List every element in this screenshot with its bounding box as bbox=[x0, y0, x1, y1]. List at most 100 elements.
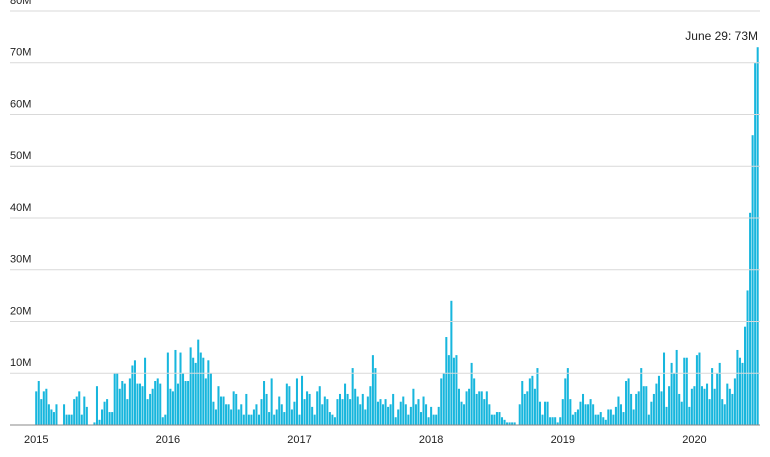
bar bbox=[154, 381, 157, 425]
bar bbox=[432, 414, 435, 425]
bar bbox=[45, 388, 48, 425]
bar bbox=[80, 414, 83, 425]
bar bbox=[718, 362, 721, 425]
bar bbox=[744, 326, 747, 425]
bar bbox=[245, 393, 248, 425]
bar bbox=[149, 393, 152, 425]
bar bbox=[146, 399, 149, 425]
x-tick-label: 2019 bbox=[551, 434, 575, 446]
bar bbox=[690, 388, 693, 425]
bar bbox=[460, 401, 463, 425]
bar bbox=[693, 386, 696, 425]
bar bbox=[101, 409, 104, 425]
bar bbox=[93, 422, 96, 425]
bar bbox=[144, 357, 147, 425]
bar bbox=[121, 381, 124, 425]
bar bbox=[463, 404, 466, 425]
bar bbox=[399, 401, 402, 425]
bar bbox=[47, 404, 50, 425]
bar bbox=[465, 391, 468, 425]
bar bbox=[700, 386, 704, 425]
bar bbox=[40, 399, 43, 425]
bar bbox=[293, 401, 296, 425]
bar bbox=[344, 383, 347, 425]
bar bbox=[118, 388, 121, 425]
bar bbox=[371, 355, 374, 425]
bar bbox=[275, 409, 278, 425]
bar bbox=[442, 373, 445, 425]
bar bbox=[526, 391, 529, 425]
bar bbox=[338, 393, 342, 425]
bar bbox=[622, 412, 625, 425]
bar bbox=[174, 349, 177, 425]
bar bbox=[42, 391, 45, 425]
bar bbox=[364, 409, 367, 425]
bar bbox=[318, 386, 321, 425]
bar bbox=[270, 378, 273, 425]
bar bbox=[500, 417, 504, 425]
bar bbox=[609, 409, 612, 425]
bar bbox=[349, 399, 352, 425]
bar bbox=[387, 406, 390, 425]
bar bbox=[187, 381, 190, 425]
bar bbox=[419, 412, 423, 425]
bar bbox=[70, 414, 73, 425]
bar bbox=[756, 47, 759, 425]
x-tick-label: 2018 bbox=[419, 434, 443, 446]
bar bbox=[247, 414, 250, 425]
bar bbox=[68, 414, 71, 425]
x-tick-label: 2017 bbox=[287, 434, 311, 446]
bar bbox=[316, 391, 319, 425]
bar bbox=[189, 347, 192, 425]
bar bbox=[581, 393, 585, 425]
bar bbox=[326, 399, 329, 425]
bar bbox=[103, 401, 106, 425]
bar bbox=[204, 378, 207, 425]
bar bbox=[199, 352, 202, 425]
bar bbox=[556, 422, 559, 425]
bar bbox=[136, 383, 139, 425]
bar bbox=[607, 409, 610, 425]
bar bbox=[632, 409, 635, 425]
bar bbox=[359, 404, 362, 425]
bar bbox=[688, 406, 691, 425]
y-tick-label: 80M bbox=[10, 0, 31, 7]
bar bbox=[549, 417, 552, 425]
bar bbox=[361, 393, 364, 425]
bar bbox=[655, 383, 658, 425]
bar bbox=[425, 404, 428, 425]
bar bbox=[708, 399, 711, 425]
bar bbox=[95, 386, 98, 425]
bar bbox=[217, 386, 220, 425]
bar bbox=[176, 383, 179, 425]
bar bbox=[513, 422, 516, 425]
bar bbox=[98, 419, 101, 425]
bar bbox=[412, 388, 415, 425]
bar bbox=[354, 388, 357, 425]
bar bbox=[407, 414, 410, 425]
bar bbox=[716, 373, 719, 425]
bar bbox=[290, 409, 293, 425]
y-tick-label: 30M bbox=[10, 254, 31, 266]
bar bbox=[754, 62, 757, 425]
bar bbox=[207, 360, 210, 425]
bar bbox=[574, 412, 577, 425]
bar bbox=[409, 406, 412, 425]
bar bbox=[450, 300, 453, 425]
bar bbox=[161, 417, 164, 425]
bar bbox=[663, 352, 666, 425]
bar bbox=[250, 414, 253, 425]
bar bbox=[751, 135, 754, 425]
bar bbox=[521, 381, 524, 425]
bar bbox=[452, 357, 455, 425]
bar bbox=[113, 373, 116, 425]
bar bbox=[508, 422, 511, 425]
bar bbox=[397, 409, 400, 425]
bar bbox=[346, 393, 349, 425]
bar bbox=[273, 414, 276, 425]
bar bbox=[723, 404, 726, 425]
bar bbox=[435, 414, 438, 425]
bar bbox=[564, 378, 567, 425]
bar bbox=[166, 352, 169, 425]
